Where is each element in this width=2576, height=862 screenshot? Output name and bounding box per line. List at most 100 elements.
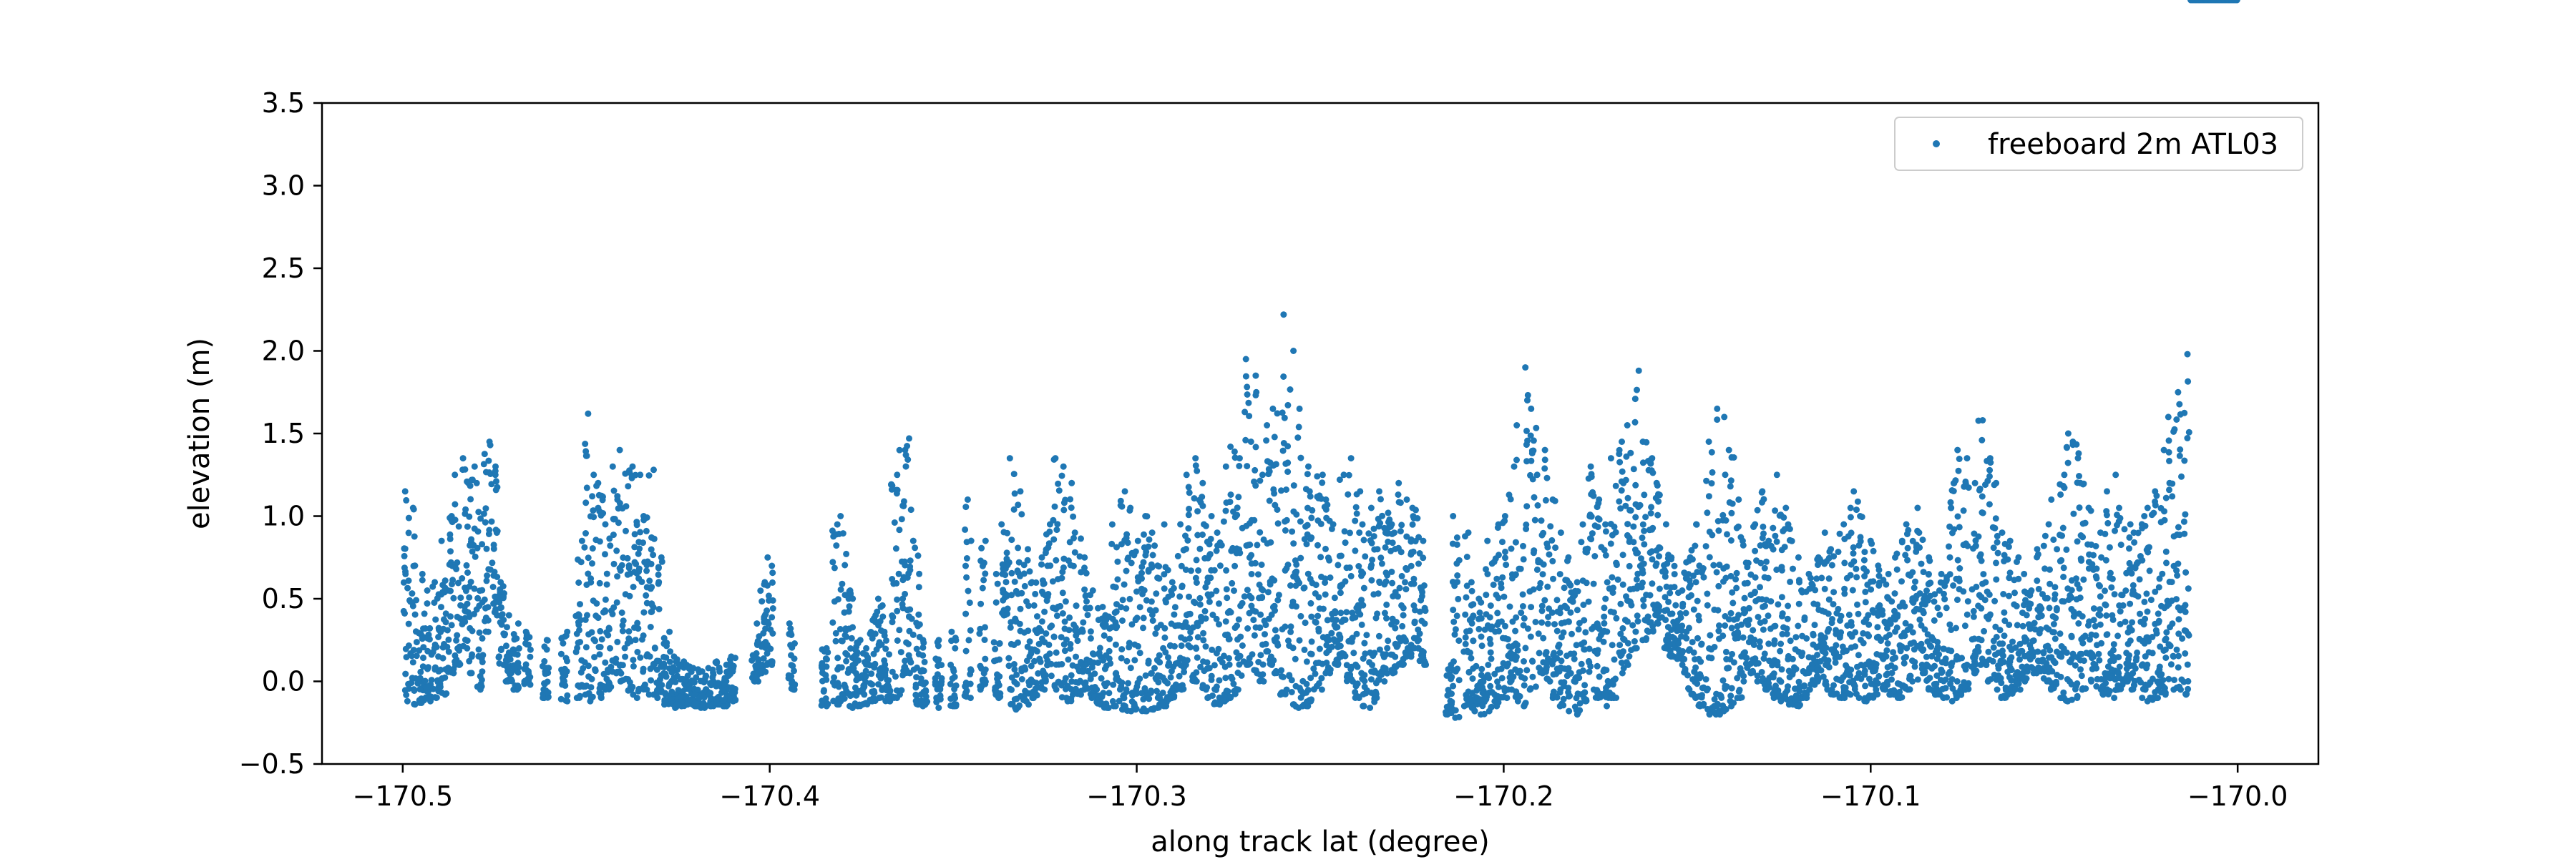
scatter-point: [617, 661, 624, 668]
scatter-point: [1204, 659, 1211, 666]
scatter-point: [1289, 528, 1296, 535]
scatter-point: [635, 565, 643, 572]
scatter-point: [1245, 399, 1252, 406]
scatter-point: [763, 607, 771, 614]
scatter-point: [660, 670, 668, 677]
scatter-point: [1239, 642, 1246, 649]
scatter-point: [1616, 459, 1624, 466]
scatter-point: [691, 691, 698, 698]
scatter-point: [1223, 687, 1230, 695]
scatter-point: [1721, 413, 1728, 421]
scatter-point: [720, 687, 727, 694]
scatter-point: [1521, 682, 1528, 689]
scatter-point: [1259, 471, 1266, 479]
scatter-point: [1921, 668, 1928, 675]
scatter-point: [1557, 604, 1564, 612]
scatter-point: [1762, 542, 1769, 549]
scatter-point: [1532, 619, 1539, 625]
scatter-point: [1541, 446, 1548, 454]
scatter-point: [965, 587, 972, 594]
scatter-point: [1402, 586, 1410, 593]
scatter-point: [1159, 674, 1166, 681]
scatter-point: [499, 583, 507, 589]
scatter-point: [484, 617, 492, 624]
scatter-point: [982, 666, 989, 673]
scatter-point: [1911, 584, 1918, 592]
scatter-point: [1010, 471, 1018, 478]
scatter-point: [1579, 577, 1586, 584]
scatter-point: [1821, 529, 1828, 537]
scatter-point: [1668, 652, 1675, 659]
scatter-point: [1667, 589, 1674, 597]
scatter-point: [1777, 511, 1785, 519]
scatter-point: [1262, 640, 1269, 647]
scatter-point: [1718, 695, 1725, 701]
scatter-point: [1636, 501, 1644, 509]
scatter-point: [1852, 643, 1859, 650]
scatter-point: [1523, 503, 1531, 510]
scatter-point: [1943, 604, 1950, 612]
scatter-point: [1303, 658, 1310, 665]
scatter-point: [1419, 589, 1426, 596]
scatter-point: [409, 602, 416, 609]
scatter-point: [1602, 528, 1609, 535]
scatter-point: [543, 646, 550, 653]
scatter-point: [1902, 685, 1909, 692]
scatter-point: [1215, 645, 1222, 652]
scatter-point: [1250, 617, 1257, 624]
scatter-point: [1688, 547, 1695, 554]
scatter-point: [1963, 455, 1971, 462]
scatter-point: [1073, 602, 1080, 609]
scatter-point: [643, 514, 650, 521]
scatter-point: [1353, 510, 1360, 517]
scatter-point: [1036, 655, 1043, 662]
scatter-point: [1462, 634, 1469, 641]
scatter-point: [1229, 579, 1236, 587]
scatter-point: [952, 645, 959, 652]
scatter-point: [982, 537, 989, 544]
scatter-point: [1252, 466, 1259, 474]
scatter-point: [557, 650, 565, 657]
scatter-point: [1222, 507, 1229, 514]
scatter-point: [1726, 499, 1733, 506]
scatter-point: [905, 640, 912, 647]
scatter-point: [545, 689, 552, 696]
scatter-point: [990, 639, 997, 646]
scatter-point: [1125, 680, 1131, 687]
scatter-point: [434, 595, 441, 602]
scatter-point: [962, 526, 969, 533]
scatter-point: [1727, 477, 1735, 484]
scatter-point: [1758, 669, 1765, 675]
scatter-point: [1552, 544, 1559, 552]
scatter-point: [1183, 546, 1189, 552]
scatter-point: [1811, 622, 1818, 629]
scatter-point: [1028, 579, 1035, 587]
scatter-point: [1443, 709, 1449, 715]
scatter-point: [1262, 631, 1268, 638]
scatter-point: [898, 687, 905, 694]
scatter-point: [1288, 689, 1295, 695]
scatter-point: [1136, 650, 1143, 657]
scatter-point: [476, 629, 483, 636]
scatter-point: [1868, 586, 1875, 593]
scatter-point: [1692, 579, 1699, 586]
scatter-point: [1161, 625, 1169, 632]
scatter-point: [1141, 531, 1147, 538]
scatter-point: [1058, 472, 1065, 479]
scatter-point: [1304, 521, 1311, 529]
scatter-point: [1709, 469, 1716, 476]
scatter-point: [527, 653, 534, 660]
scatter-point: [909, 537, 917, 544]
scatter-point: [597, 627, 604, 635]
scatter-point: [1051, 682, 1058, 690]
scatter-point: [1060, 499, 1068, 506]
scatter-point: [1171, 692, 1178, 700]
scatter-point: [1271, 602, 1278, 609]
scatter-point: [1156, 659, 1163, 666]
scatter-point: [1630, 585, 1637, 592]
scatter-point: [730, 662, 737, 670]
scatter-point: [886, 651, 892, 658]
scatter-point: [1536, 650, 1543, 657]
scatter-point: [401, 552, 408, 559]
scatter-point: [901, 558, 908, 565]
